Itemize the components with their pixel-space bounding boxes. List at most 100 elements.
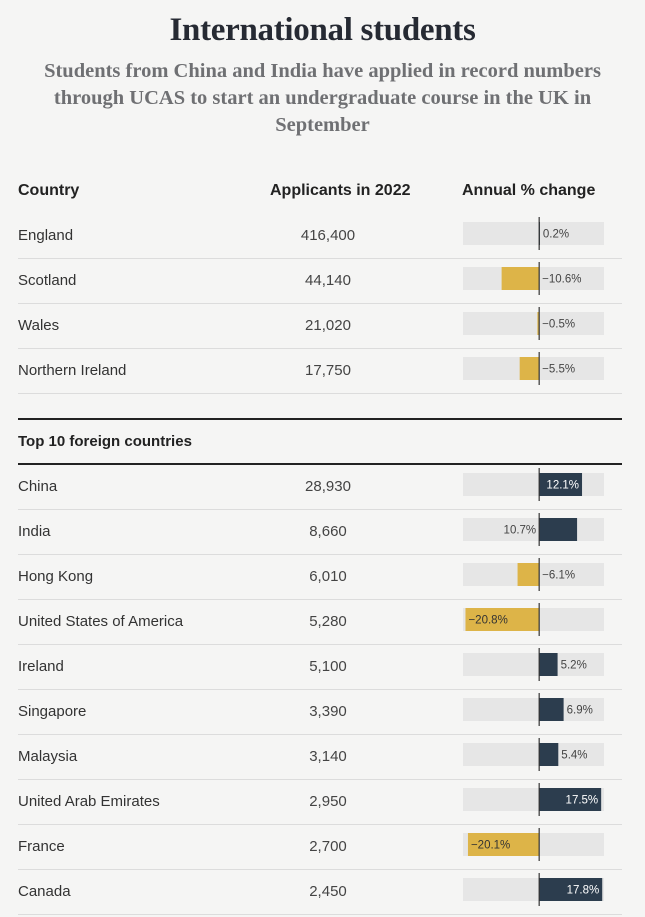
table-row: Malaysia 3,140 5.4% (18, 735, 622, 780)
change-bar (501, 267, 540, 290)
header-country: Country (18, 182, 80, 199)
header-annual-change: Annual % change (462, 182, 596, 199)
country-name: Northern Ireland (18, 362, 127, 379)
change-label: −20.1% (471, 840, 510, 852)
table-row: Singapore 3,390 6.9% (18, 690, 622, 735)
table-header: Country Applicants in 2022 Annual % chan… (18, 170, 622, 214)
page-subtitle: Students from China and India have appli… (44, 60, 601, 136)
applicants-value: 3,390 (309, 703, 347, 720)
bar-track (463, 653, 604, 676)
country-name: Canada (18, 883, 71, 900)
country-name: England (18, 227, 74, 244)
applicants-value: 5,100 (309, 658, 347, 675)
change-bar-chart: −10.6% (463, 262, 604, 295)
change-label: 5.2% (561, 660, 587, 672)
change-bar (539, 878, 603, 901)
table-row: Northern Ireland 17,750 −5.5% (18, 349, 622, 394)
change-bar-chart: 6.9% (463, 693, 604, 726)
applicants-value: 8,660 (309, 523, 347, 540)
change-bar (539, 653, 558, 676)
applicants-value: 21,020 (305, 317, 351, 334)
bar-track (463, 222, 604, 245)
change-bar (539, 698, 564, 721)
applicants-value: 44,140 (305, 272, 351, 289)
applicants-value: 5,280 (309, 613, 347, 630)
change-label: 17.5% (566, 795, 599, 807)
country-name: Wales (18, 317, 60, 334)
applicants-value: 2,950 (309, 793, 347, 810)
change-bar-chart: 5.2% (463, 648, 604, 681)
change-bar (465, 608, 540, 631)
country-name: Scotland (18, 272, 77, 289)
change-bar-chart: 10.7% (463, 513, 604, 546)
applicants-value: 2,700 (309, 838, 347, 855)
change-label: 6.9% (567, 705, 593, 717)
change-bar-chart: −6.1% (463, 558, 604, 591)
country-name: China (18, 478, 58, 495)
bar-track (463, 698, 604, 721)
header-applicants: Applicants in 2022 (270, 182, 411, 199)
data-table: Country Applicants in 2022 Annual % chan… (18, 170, 622, 915)
table-row: Hong Kong 6,010 −6.1% (18, 555, 622, 600)
country-name: France (18, 838, 65, 855)
change-label: −6.1% (542, 570, 575, 582)
table-row: India 8,660 10.7% (18, 510, 622, 555)
change-bar-chart: 5.4% (463, 738, 604, 771)
change-bar-chart: 17.5% (463, 783, 604, 816)
country-name: Hong Kong (18, 568, 94, 585)
change-bar-chart: 17.8% (463, 873, 604, 906)
table-row: Ireland 5,100 5.2% (18, 645, 622, 690)
table-row: United States of America 5,280 −20.8% (18, 600, 622, 645)
bar-track (463, 743, 604, 766)
applicants-value: 416,400 (300, 227, 356, 244)
section-foreign-countries: Top 10 foreign countries (18, 418, 622, 465)
table-row: England 416,400 0.2% (18, 214, 622, 259)
table-row: Canada 2,450 17.8% (18, 870, 622, 915)
change-bar (537, 312, 540, 335)
change-label: −20.8% (468, 615, 507, 627)
change-bar-chart: −20.8% (463, 603, 604, 636)
change-bar (539, 473, 583, 496)
group-uk-nations: England 416,400 0.2% Scotland 44,140 −10.6% Wa… (18, 214, 622, 394)
country-name: Malaysia (18, 748, 78, 765)
table-row: United Arab Emirates 2,950 17.5% (18, 780, 622, 825)
change-label: −10.6% (542, 274, 581, 286)
change-bar (539, 788, 602, 811)
table-row: France 2,700 −20.1% (18, 825, 622, 870)
group-foreign-countries: China 28,930 12.1% India 8,660 10.7% Hong Kong… (18, 465, 622, 915)
table-row: Scotland 44,140 −10.6% (18, 259, 622, 304)
change-bar (539, 743, 559, 766)
country-name: United Arab Emirates (18, 793, 160, 810)
change-label: −5.5% (542, 364, 575, 376)
change-bar-chart: 12.1% (463, 468, 604, 501)
change-label: −0.5% (542, 319, 575, 331)
applicants-value: 2,450 (309, 883, 347, 900)
country-name: India (18, 523, 51, 540)
applicants-value: 6,010 (309, 568, 347, 585)
change-bar (539, 518, 578, 541)
section-title: Top 10 foreign countries (18, 433, 192, 450)
change-bar-chart: −20.1% (463, 828, 604, 861)
change-bar (467, 833, 540, 856)
change-label: 10.7% (504, 525, 537, 537)
change-bar (519, 357, 540, 380)
country-name: United States of America (18, 613, 184, 630)
applicants-value: 17,750 (305, 362, 351, 379)
bar-track (463, 312, 604, 335)
change-bar-chart: 0.2% (463, 217, 604, 250)
change-bar-chart: −0.5% (463, 307, 604, 340)
change-label: 12.1% (546, 480, 579, 492)
country-name: Singapore (18, 703, 87, 720)
change-label: 0.2% (543, 229, 569, 241)
page-title: International students (169, 12, 476, 48)
table-row: China 28,930 12.1% (18, 465, 622, 510)
change-bar-chart: −5.5% (463, 352, 604, 385)
applicants-value: 3,140 (309, 748, 347, 765)
country-name: Ireland (18, 658, 64, 675)
bar-track (463, 473, 604, 496)
table-row: Wales 21,020 −0.5% (18, 304, 622, 349)
change-label: 5.4% (561, 750, 587, 762)
change-bar (517, 563, 540, 586)
applicants-value: 28,930 (305, 478, 351, 495)
change-label: 17.8% (567, 885, 600, 897)
